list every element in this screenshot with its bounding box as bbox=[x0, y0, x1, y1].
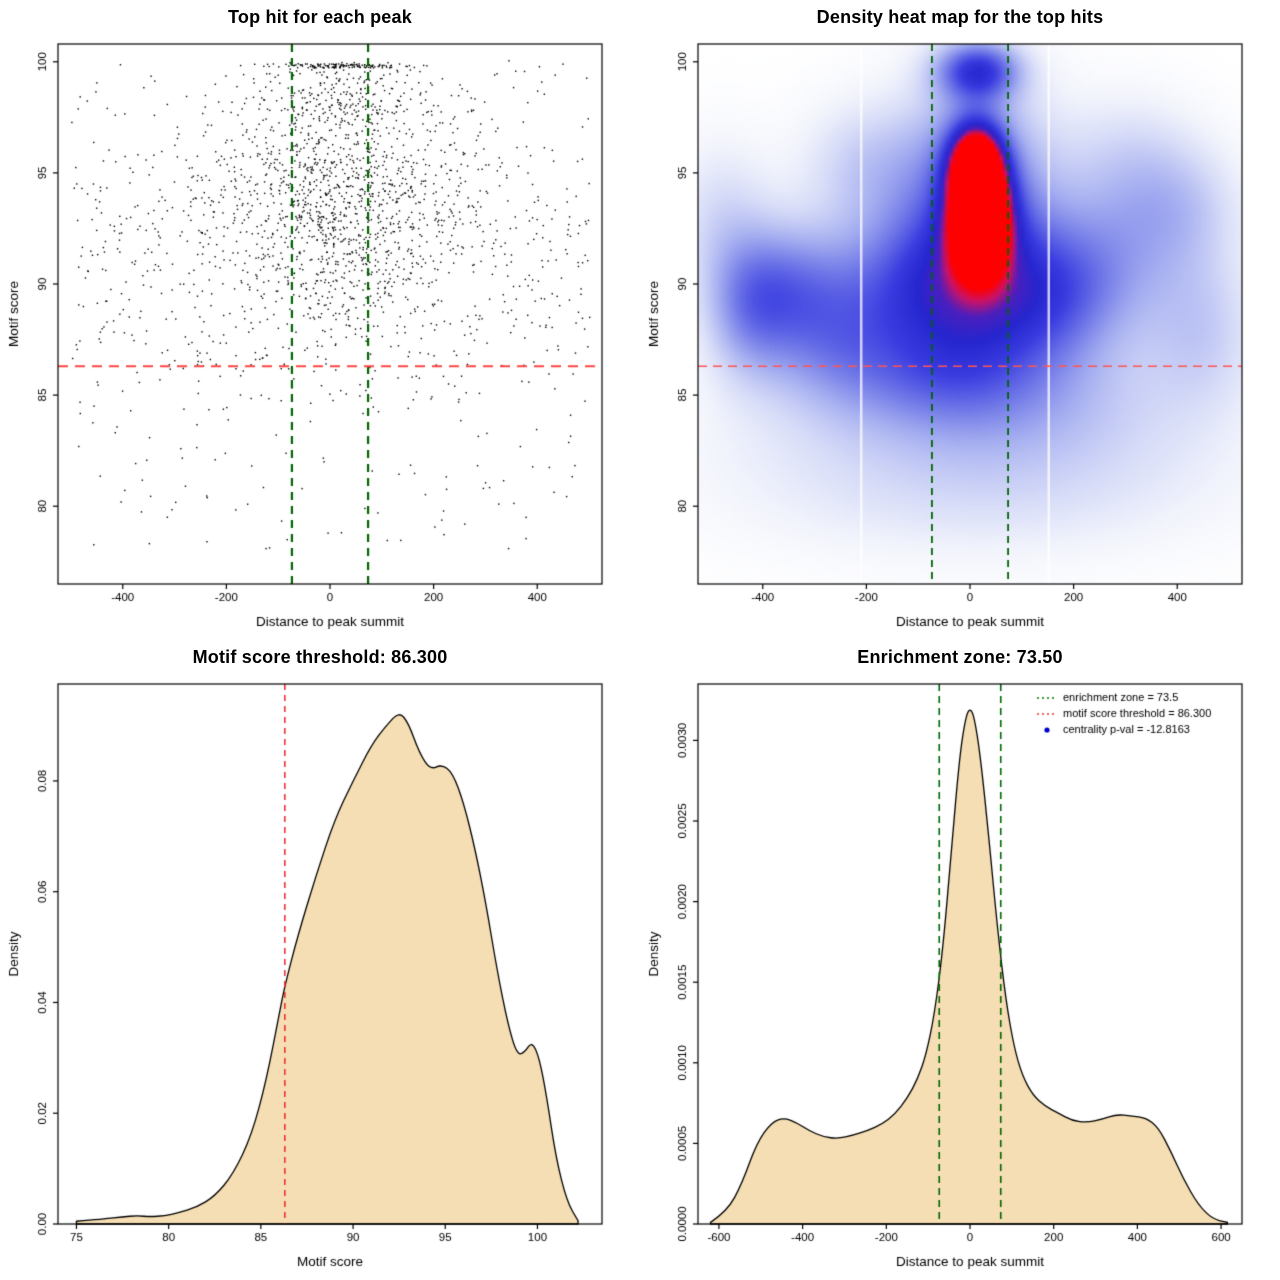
motif-score-threshold-title: Motif score threshold: 86.300 bbox=[192, 646, 448, 667]
scatter-plot-canvas bbox=[0, 34, 640, 640]
panel-enrichment-zone-density: Enrichment zone: 73.50 bbox=[640, 640, 1280, 1280]
scatter-title: Top hit for each peak bbox=[228, 6, 412, 27]
panel-scatter-top-hits: Top hit for each peak bbox=[0, 0, 640, 640]
panel-density-heatmap: Density heat map for the top hits bbox=[640, 0, 1280, 640]
heatmap-plot-canvas bbox=[640, 34, 1280, 640]
motif-score-density-canvas bbox=[0, 674, 640, 1280]
enrichment-zone-density-canvas bbox=[640, 674, 1280, 1280]
enrichment-zone-title: Enrichment zone: 73.50 bbox=[857, 646, 1063, 667]
panel-motif-score-density: Motif score threshold: 86.300 bbox=[0, 640, 640, 1280]
heatmap-title: Density heat map for the top hits bbox=[816, 6, 1104, 27]
